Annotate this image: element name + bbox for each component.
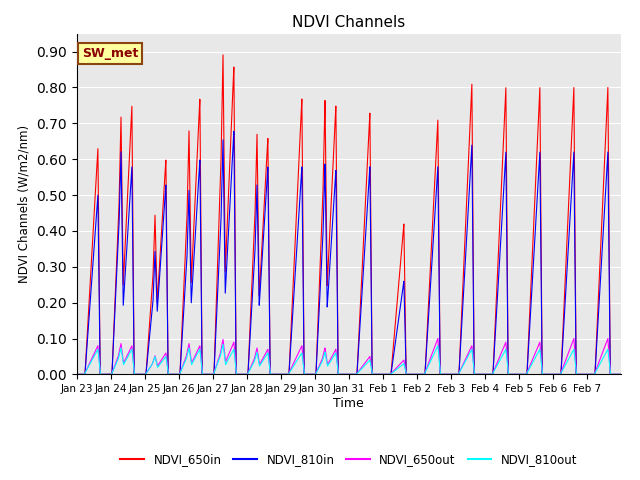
NDVI_810in (100, 372, 108, 377)
NDVI_650in (100, 372, 108, 377)
Y-axis label: NDVI Channels (W/m2/nm): NDVI Channels (W/m2/nm) (18, 125, 31, 283)
NDVI_650out (506, 372, 513, 377)
Text: SW_met: SW_met (82, 47, 139, 60)
NDVI_650in (219, 52, 227, 58)
NDVI_810in (395, 315, 403, 321)
NDVI_810in (617, 372, 625, 377)
NDVI_650in (506, 372, 513, 377)
NDVI_810out (476, 372, 484, 377)
NDVI_810out (219, 342, 227, 348)
NDVI_810in (73, 372, 81, 377)
NDVI_810in (506, 372, 513, 377)
NDVI_810in (270, 372, 278, 377)
Legend: NDVI_650in, NDVI_810in, NDVI_650out, NDVI_810out: NDVI_650in, NDVI_810in, NDVI_650out, NDV… (116, 448, 582, 471)
NDVI_810out (419, 372, 426, 377)
NDVI_650in (73, 372, 81, 377)
NDVI_650in (617, 372, 625, 377)
NDVI_650out (100, 372, 108, 377)
NDVI_810in (476, 372, 484, 377)
NDVI_810out (100, 372, 108, 377)
NDVI_650in (419, 372, 426, 377)
NDVI_650out (270, 372, 278, 377)
Line: NDVI_810out: NDVI_810out (77, 345, 621, 374)
NDVI_650out (395, 363, 403, 369)
NDVI_650in (476, 372, 484, 377)
NDVI_650out (617, 372, 625, 377)
NDVI_810out (506, 372, 513, 377)
NDVI_810out (395, 365, 403, 371)
Line: NDVI_650out: NDVI_650out (77, 338, 621, 374)
NDVI_810out (617, 372, 625, 377)
NDVI_650out (419, 372, 426, 377)
NDVI_650in (395, 281, 403, 287)
NDVI_650out (73, 372, 81, 377)
Line: NDVI_650in: NDVI_650in (77, 55, 621, 374)
NDVI_810out (270, 372, 278, 377)
NDVI_650out (604, 336, 612, 341)
NDVI_810out (73, 372, 81, 377)
Title: NDVI Channels: NDVI Channels (292, 15, 405, 30)
Line: NDVI_810in: NDVI_810in (77, 132, 621, 374)
NDVI_810in (419, 372, 426, 377)
X-axis label: Time: Time (333, 397, 364, 410)
NDVI_650out (476, 372, 484, 377)
NDVI_810in (230, 129, 237, 134)
NDVI_650in (270, 372, 278, 377)
